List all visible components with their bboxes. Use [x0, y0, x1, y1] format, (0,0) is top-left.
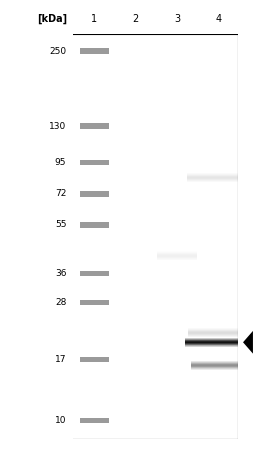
Bar [80, 222, 109, 227]
Text: 2: 2 [133, 14, 139, 24]
Text: 250: 250 [49, 47, 66, 56]
Text: 95: 95 [55, 158, 66, 167]
Text: 17: 17 [55, 355, 66, 364]
Text: 1: 1 [91, 14, 98, 24]
Text: [kDa]: [kDa] [37, 14, 67, 24]
Text: 4: 4 [215, 14, 221, 24]
Bar [80, 48, 109, 53]
Text: 3: 3 [174, 14, 180, 24]
Text: 55: 55 [55, 221, 66, 229]
Bar [80, 271, 109, 276]
Text: 28: 28 [55, 298, 66, 307]
Bar [80, 124, 109, 129]
Bar [80, 418, 109, 424]
Text: 36: 36 [55, 269, 66, 278]
Text: 130: 130 [49, 122, 66, 130]
Bar [80, 357, 109, 362]
Bar [80, 191, 109, 197]
Text: 10: 10 [55, 416, 66, 425]
Polygon shape [243, 331, 253, 354]
Bar [80, 300, 109, 305]
Bar [80, 159, 109, 165]
Text: 72: 72 [55, 189, 66, 198]
